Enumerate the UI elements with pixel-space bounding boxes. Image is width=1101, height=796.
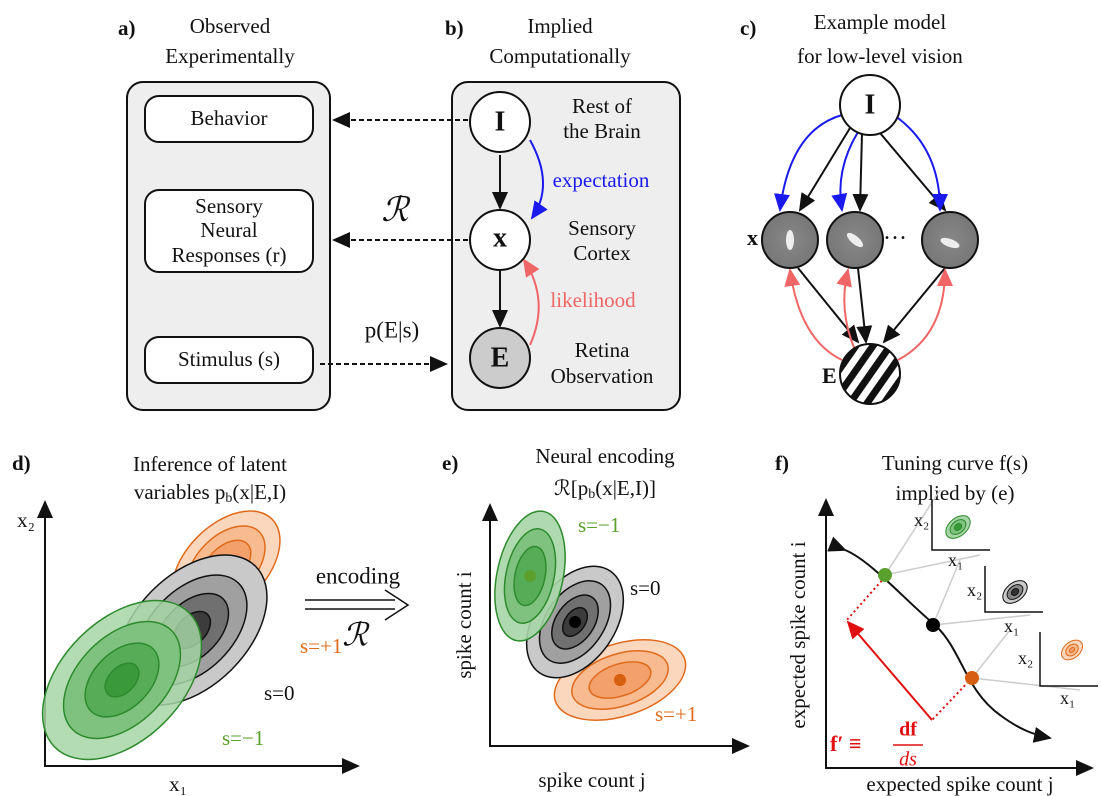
title: Example model (814, 10, 947, 34)
panel-f: f) Tuning curve f(s) implied by (e) expe… (775, 451, 1098, 796)
panel-d: d) Inference of latent variables pb(x|E,… (12, 451, 408, 796)
panel-label: f) (775, 451, 789, 475)
dotted-line (932, 678, 972, 720)
panel-b: b) Implied Computationally ℛ p(E|s) I x … (320, 14, 680, 410)
panel-label: a) (118, 16, 136, 40)
curve-label: s=−1 (222, 726, 264, 750)
point (965, 671, 979, 685)
title: Implied (527, 14, 593, 38)
tuning-curve (845, 550, 1050, 738)
panel-label: e) (442, 451, 458, 475)
axis-label: x₁ (948, 550, 963, 570)
title: Tuning curve f(s) (882, 451, 1028, 475)
panel-label: c) (740, 16, 756, 40)
derivative-denominator: ds (899, 749, 917, 771)
subscript: b (225, 491, 232, 506)
node-description: Sensory (568, 216, 636, 240)
text: (x|E,I) (232, 480, 286, 504)
panel-label: b) (445, 16, 464, 40)
map-label: ℛ (381, 192, 411, 229)
box-label: Stimulus (s) (178, 347, 280, 371)
axis-label: x₁ (1004, 616, 1019, 636)
curve-label: s=+1 (655, 702, 697, 726)
node-label: x (747, 225, 758, 250)
axis-label: x₂ (1018, 648, 1033, 668)
curve-label: s=−1 (578, 513, 620, 537)
subtitle: ℛ[pb(x|E,I)] (554, 476, 656, 502)
node-label: I (865, 89, 876, 120)
likelihood-label: likelihood (550, 288, 636, 312)
panel-label: d) (12, 451, 31, 475)
dotted-line (845, 577, 885, 622)
arrow-label: encoding (316, 563, 401, 588)
axis-label: spike count j (538, 768, 645, 792)
title: Neural encoding (535, 444, 675, 468)
subtitle: variables pb(x|E,I) (134, 480, 286, 506)
point (926, 618, 940, 632)
inset: x₂ x₁ (914, 500, 990, 570)
node-description: Observation (551, 364, 654, 388)
panel-a: a) Observed Experimentally Behavior Sens… (118, 14, 330, 410)
title: for low-level vision (797, 44, 963, 68)
box-label: Responses (r) (172, 243, 287, 267)
derivative-label: f′ ≡ (830, 731, 862, 756)
box-label: Sensory (195, 194, 263, 218)
curve-label: s=+1 (300, 634, 342, 658)
title: Experimentally (165, 44, 295, 68)
axis-label: spike count i (452, 571, 476, 678)
panel-c: c) Example model for low-level vision x … (740, 10, 978, 404)
inset: x₂ x₁ (1018, 632, 1098, 708)
subtitle: implied by (e) (896, 481, 1015, 505)
curve-label: s=0 (264, 681, 295, 705)
box-label: Behavior (191, 106, 268, 130)
node-label: x (493, 222, 507, 253)
map-label: p(E|s) (365, 317, 419, 342)
panel-e: e) Neural encoding ℛ[pb(x|E,I)] spike co… (442, 444, 748, 792)
axis-label: x₂ (914, 510, 929, 530)
node-description: Cortex (573, 241, 631, 265)
axis-label: expected spike count i (786, 541, 810, 728)
node-label: E (822, 363, 837, 388)
title: Computationally (489, 44, 631, 68)
expectation-label: expectation (553, 168, 650, 192)
derivative-numerator: df (899, 719, 917, 741)
ellipsis: ··· (883, 226, 907, 252)
subscript: b (588, 487, 595, 502)
arrow-symbol: ℛ (342, 616, 370, 652)
text: ℛ[p (554, 476, 588, 500)
box-label: Neural (200, 218, 257, 242)
node-description: the Brain (563, 119, 641, 143)
axis-label: x₂ (17, 508, 35, 532)
node (840, 344, 900, 404)
text: (x|E,I)] (595, 476, 656, 500)
axis-label: x₂ (967, 580, 982, 600)
point (878, 568, 892, 582)
inset: x₂ x₁ (967, 566, 1043, 636)
node-description: Retina (575, 338, 630, 362)
axis-label: x₁ (1060, 688, 1075, 708)
node-description: Rest of (572, 94, 632, 118)
axis-label: expected spike count j (866, 772, 1053, 796)
text: variables p (134, 480, 226, 504)
axis-label: x₁ (169, 772, 187, 796)
derivative-arrow (848, 622, 932, 720)
gabor (786, 230, 794, 250)
node-label: I (495, 106, 506, 137)
node-label: E (491, 342, 510, 373)
figure: a) Observed Experimentally Behavior Sens… (0, 0, 1101, 796)
title: Inference of latent (133, 452, 287, 476)
curve-label: s=0 (630, 576, 661, 600)
title: Observed (190, 14, 271, 38)
